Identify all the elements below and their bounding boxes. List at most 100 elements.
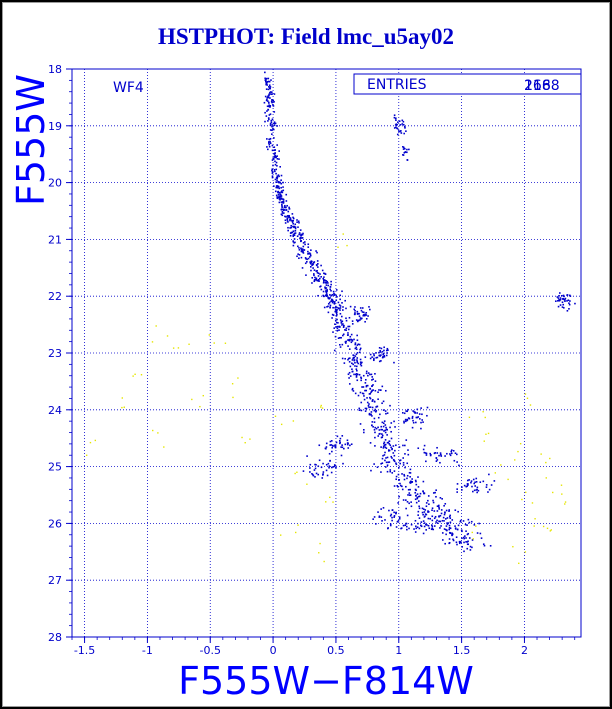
data-point xyxy=(431,515,434,518)
data-point xyxy=(488,488,491,491)
data-point xyxy=(268,80,271,83)
y-tick-label: 27 xyxy=(48,574,62,587)
data-point xyxy=(425,452,428,455)
data-point xyxy=(279,199,281,201)
data-point xyxy=(386,470,389,473)
data-point xyxy=(278,191,281,194)
data-point xyxy=(354,312,356,314)
data-point xyxy=(432,501,435,504)
data-point xyxy=(333,465,336,468)
data-point xyxy=(276,125,278,127)
data-point xyxy=(281,204,283,207)
data-point xyxy=(420,421,422,424)
data-point xyxy=(275,185,278,187)
data-point xyxy=(363,314,366,317)
data-point xyxy=(383,442,385,445)
data-point xyxy=(398,120,401,122)
data-point xyxy=(459,520,462,523)
data-point xyxy=(282,208,285,211)
data-point xyxy=(268,87,271,90)
data-point xyxy=(356,373,359,376)
data-point xyxy=(321,269,324,272)
data-point xyxy=(395,526,398,528)
data-point xyxy=(385,349,388,352)
data-point xyxy=(329,306,331,308)
data-point xyxy=(354,361,356,364)
data-point xyxy=(449,521,452,524)
data-point xyxy=(318,552,320,554)
data-point xyxy=(291,221,294,223)
data-point xyxy=(269,141,271,143)
data-point xyxy=(449,527,452,530)
data-point xyxy=(313,273,315,275)
data-point xyxy=(406,419,409,422)
data-point xyxy=(455,536,458,539)
data-point xyxy=(241,436,243,439)
data-point xyxy=(328,466,330,469)
data-point xyxy=(524,551,527,553)
data-point xyxy=(399,124,402,126)
data-point xyxy=(404,127,406,129)
data-point xyxy=(374,380,377,382)
data-point xyxy=(331,293,334,296)
data-point xyxy=(468,479,470,481)
data-point xyxy=(526,397,529,399)
data-point xyxy=(382,352,385,355)
data-point xyxy=(342,233,344,235)
data-point xyxy=(357,343,360,346)
data-point xyxy=(507,478,509,481)
data-point xyxy=(341,357,344,360)
data-point xyxy=(376,356,379,359)
data-point xyxy=(423,525,426,528)
data-point xyxy=(363,395,365,397)
data-point xyxy=(485,433,487,435)
data-point xyxy=(151,341,154,343)
data-point xyxy=(271,91,273,93)
data-point xyxy=(402,524,405,527)
data-point xyxy=(275,172,277,175)
data-point xyxy=(436,446,438,449)
data-point xyxy=(388,443,391,445)
data-point xyxy=(410,501,412,503)
data-point xyxy=(333,294,335,296)
data-point xyxy=(382,409,385,411)
data-point xyxy=(471,539,474,541)
data-point xyxy=(350,338,353,341)
data-point xyxy=(369,397,372,400)
data-point xyxy=(264,95,267,98)
data-point xyxy=(388,440,391,442)
data-point xyxy=(370,424,373,427)
data-point xyxy=(438,520,440,523)
data-point xyxy=(381,520,383,522)
data-point xyxy=(385,412,387,415)
data-point xyxy=(365,389,368,392)
data-point xyxy=(555,300,557,303)
data-point xyxy=(282,212,285,214)
data-point xyxy=(320,466,323,469)
data-point xyxy=(282,186,284,188)
data-point xyxy=(342,309,344,311)
data-point xyxy=(449,517,452,519)
data-point xyxy=(358,409,361,411)
data-point xyxy=(329,460,331,462)
data-point xyxy=(416,526,419,529)
data-point xyxy=(438,506,440,509)
data-point xyxy=(288,216,291,219)
data-point xyxy=(365,311,368,314)
data-point xyxy=(389,404,391,407)
data-point xyxy=(431,524,433,526)
data-point xyxy=(395,478,398,481)
data-point xyxy=(358,315,361,318)
data-point xyxy=(335,299,338,302)
data-point xyxy=(269,91,272,93)
data-point xyxy=(468,416,471,419)
data-point xyxy=(279,195,282,198)
data-point xyxy=(375,523,377,525)
data-point xyxy=(398,516,401,519)
data-point xyxy=(379,350,381,352)
data-point xyxy=(383,441,386,444)
data-point xyxy=(368,306,370,308)
data-point xyxy=(265,82,267,84)
data-point xyxy=(314,467,317,470)
data-point xyxy=(427,524,430,527)
